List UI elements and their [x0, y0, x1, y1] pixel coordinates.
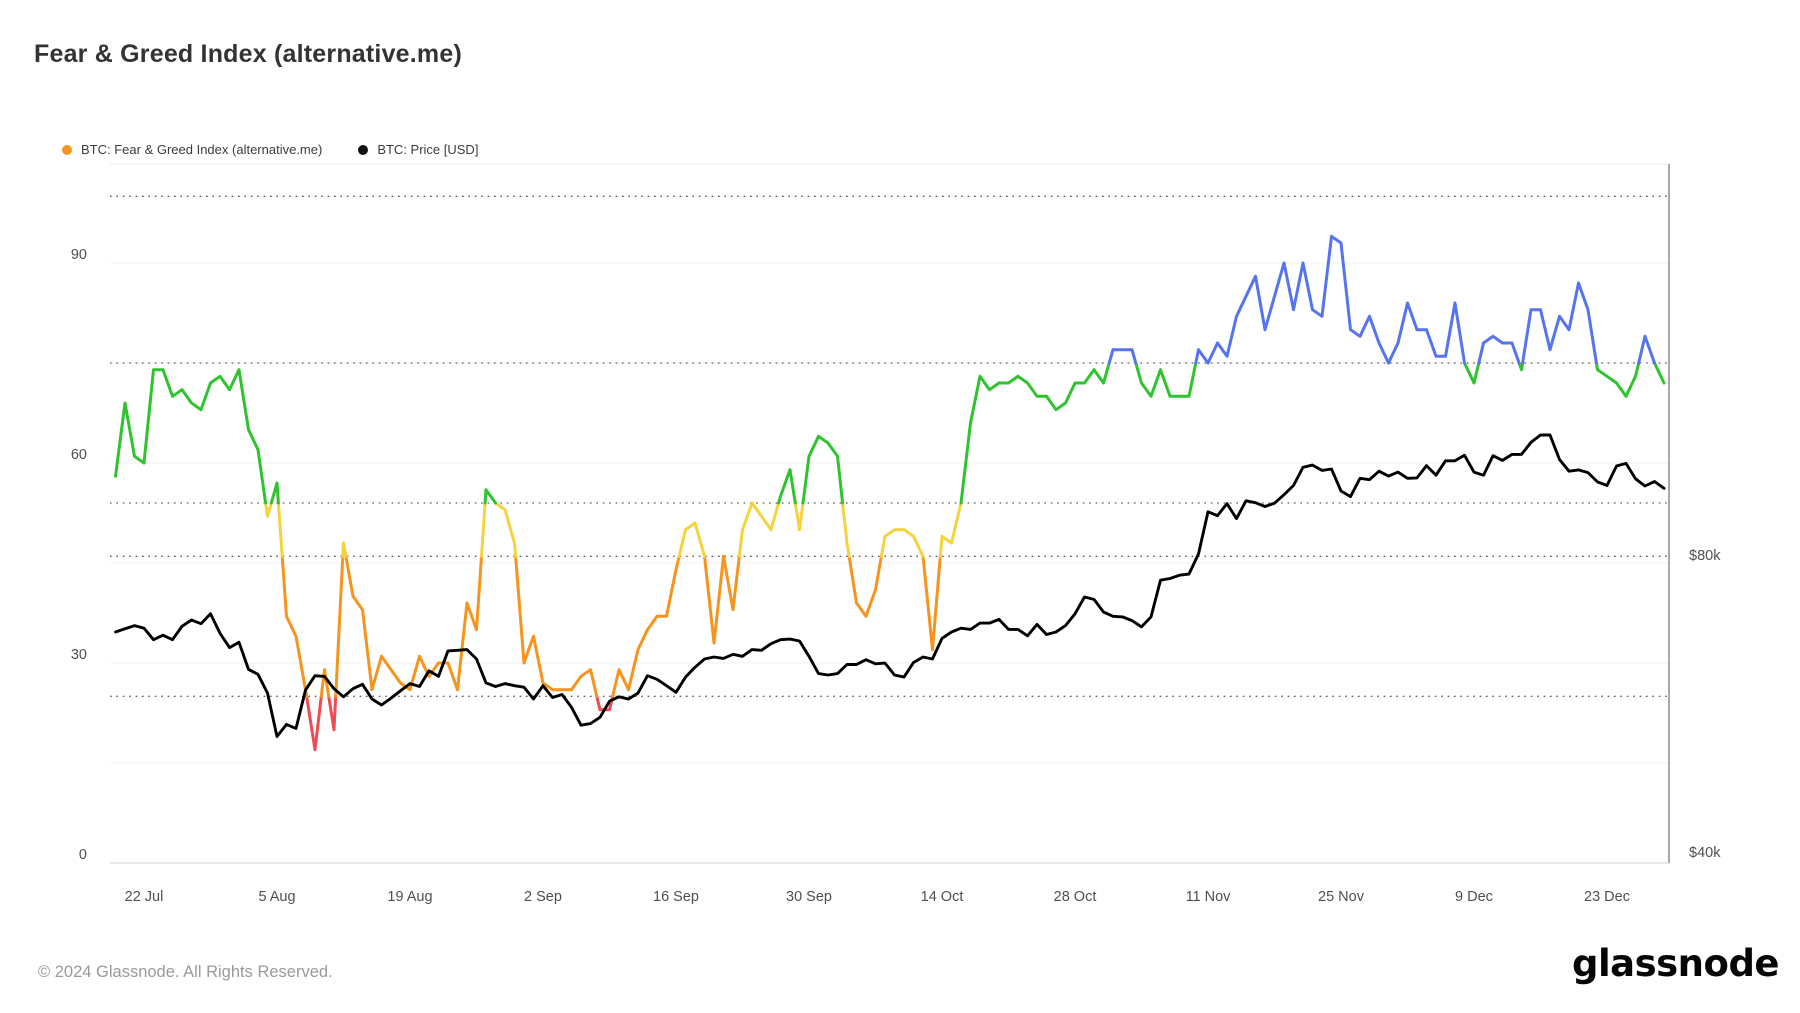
x-tick-label: 28 Oct [1053, 889, 1097, 905]
y-left-tick-label: 30 [70, 647, 87, 663]
legend-label-price: BTC: Price [USD] [377, 142, 479, 157]
y-left-tick-label: 60 [70, 447, 87, 463]
chart-title: Fear & Greed Index (alternative.me) [34, 40, 462, 68]
x-tick-label: 11 Nov [1185, 889, 1231, 905]
x-tick-label: 9 Dec [1455, 889, 1493, 905]
x-tick-label: 16 Sep [653, 889, 699, 905]
x-tick-label: 5 Aug [258, 889, 296, 905]
copyright-text: © 2024 Glassnode. All Rights Reserved. [38, 963, 333, 981]
x-tick-label: 30 Sep [786, 889, 832, 905]
fear-greed-line [280, 554, 942, 698]
x-tick-label: 2 Sep [524, 889, 562, 905]
glassnode-logo[interactable]: glassnode [1572, 942, 1780, 985]
x-tick-label: 25 Nov [1318, 889, 1364, 905]
x-tick-label: 22 Jul [124, 889, 164, 905]
fear-greed-line [264, 501, 963, 558]
fear-greed-line [114, 361, 1666, 505]
price-series-dot-icon [358, 144, 369, 155]
fear-greed-series-dot-icon [62, 144, 72, 155]
fear-greed-line [305, 694, 615, 752]
legend-item-price[interactable]: BTC: Price [USD] [358, 142, 478, 157]
fear-greed-line [1107, 234, 1656, 365]
x-tick-label: 23 Dec [1584, 889, 1630, 905]
legend: BTC: Fear & Greed Index (alternative.me)… [62, 142, 478, 157]
btc-price-line [114, 433, 1666, 738]
y-left-tick-label: 90 [70, 247, 87, 263]
legend-item-fear-greed[interactable]: BTC: Fear & Greed Index (alternative.me) [62, 142, 322, 157]
y-left-tick-label: 0 [78, 847, 87, 863]
legend-label-fear-greed: BTC: Fear & Greed Index (alternative.me) [81, 142, 323, 157]
y-right-tick-label: $40k [1689, 845, 1721, 861]
x-tick-label: 19 Aug [387, 889, 433, 905]
x-tick-label: 14 Oct [920, 889, 964, 905]
y-right-tick-label: $80k [1689, 548, 1721, 564]
